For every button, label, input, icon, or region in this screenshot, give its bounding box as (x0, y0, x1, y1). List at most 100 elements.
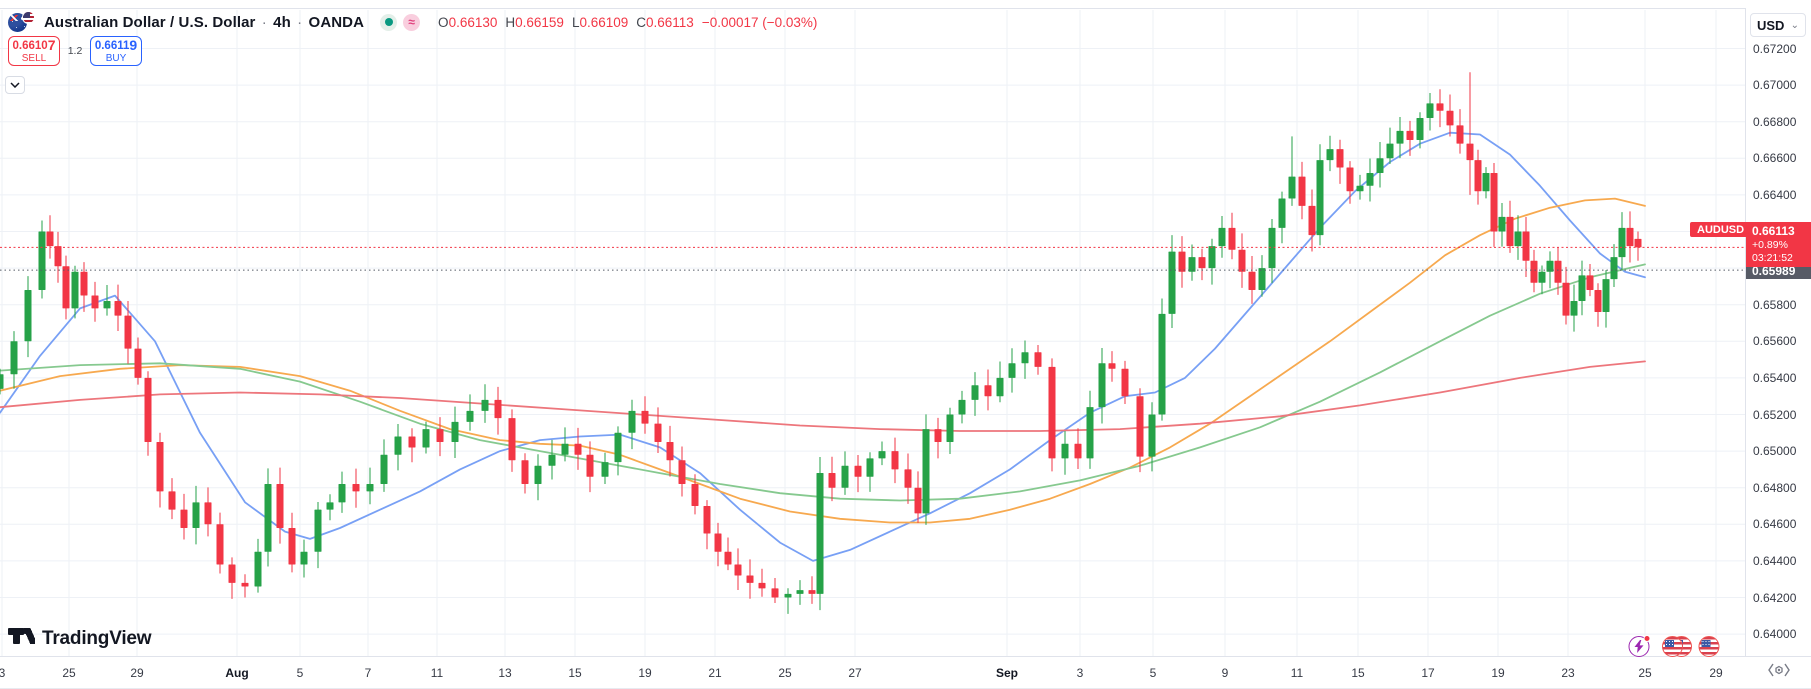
axis-settings-icon[interactable] (1768, 663, 1790, 682)
us-flag-icon (1698, 636, 1720, 657)
time-axis-label: 11 (430, 666, 444, 680)
candle-up (1168, 251, 1176, 314)
candle-down (180, 509, 188, 528)
candle-down (508, 418, 516, 461)
candle-up (561, 443, 569, 455)
time-axis[interactable]: 3 25 29 Aug 5 7 11 13 15 19 21 25 27 Sep 3 5 9 11 15 17 19 23… (0, 656, 1811, 689)
tradingview-logo-icon (8, 628, 35, 650)
market-open-icon[interactable] (380, 13, 398, 31)
ohlc-values: O0.66130 H0.66159 L0.66109 C0.66113 −0.0… (438, 15, 817, 30)
candle-down (934, 429, 942, 442)
us-economic-event-pair-icon[interactable] (1662, 636, 1692, 657)
candle-up (1578, 275, 1586, 302)
candle-up (466, 410, 474, 422)
last-price-value: 0.66113 (1752, 224, 1795, 239)
separator: · (261, 13, 267, 31)
candle-down (914, 487, 922, 514)
candle-down (1308, 205, 1316, 236)
delayed-data-icon[interactable]: ≈ (403, 13, 421, 31)
candle-up (1278, 198, 1286, 228)
time-axis-month-label: Sep (995, 666, 1019, 680)
candle-down (1198, 257, 1206, 269)
candle-up (481, 399, 489, 411)
close-value: 0.66113 (646, 14, 694, 30)
pane-top-border (0, 8, 1811, 9)
price-axis-label: 0.64000 (1753, 627, 1797, 642)
candle-down (703, 506, 711, 534)
tradingview-logo[interactable]: TradingView (8, 628, 152, 650)
sell-button[interactable]: 0.66107 SELL (8, 36, 60, 66)
open-key: O (438, 14, 449, 30)
candle-up (878, 451, 886, 459)
price-axis-label: 0.65800 (1753, 297, 1797, 312)
candle-down (1336, 149, 1344, 168)
candle-down (1626, 227, 1634, 247)
buy-label: BUY (105, 52, 127, 64)
candle-down (1248, 271, 1256, 291)
candle-up (922, 429, 930, 514)
candle-down (828, 473, 836, 488)
candle-down (408, 436, 416, 448)
candle-down (1522, 231, 1530, 261)
candle-up (1546, 260, 1554, 272)
candle-down (144, 377, 152, 442)
candle-down (1406, 130, 1414, 140)
candle-down (734, 564, 742, 576)
time-axis-label: 25 (778, 666, 792, 680)
candle-down (288, 527, 296, 565)
buy-button[interactable]: 0.66119 BUY (90, 36, 142, 66)
market-status-icons: ≈ (380, 13, 421, 31)
candle-down (168, 491, 176, 510)
candle-up (1610, 257, 1618, 280)
candle-down (241, 582, 249, 587)
timeframe-label[interactable]: 4h (273, 13, 291, 31)
candle-down (204, 502, 212, 525)
symbol-price-pill: AUDUSD (1690, 222, 1752, 238)
candle-down (436, 429, 444, 442)
candle-up (24, 290, 32, 342)
candle-up (1008, 363, 1016, 378)
candle-up (996, 377, 1004, 397)
time-axis-label: 17 (1421, 666, 1435, 680)
candle-up (1258, 268, 1266, 291)
change-percent: +0.89% (1752, 239, 1788, 252)
sell-price-pip: 7 (47, 36, 56, 53)
candle-up (628, 410, 636, 433)
price-axis[interactable]: 0.67200 0.67000 0.66800 0.66600 0.66400 0.658… (1745, 8, 1811, 656)
candle-up (1288, 176, 1296, 199)
candle-down (808, 590, 816, 594)
time-axis-label: 25 (1638, 666, 1652, 680)
chart-plot-area[interactable] (0, 0, 1745, 656)
candle-down (1074, 443, 1082, 459)
candle-down (1594, 290, 1602, 313)
collapse-panel-button[interactable] (5, 76, 25, 94)
candle-down (91, 295, 99, 309)
symbol-title[interactable]: Australian Dollar / U.S. Dollar · 4h · O… (44, 14, 364, 31)
candle-down (276, 484, 284, 528)
candle-up (380, 454, 388, 485)
ma-slow-green (0, 263, 1646, 502)
economic-event-lightning-icon[interactable] (1628, 635, 1651, 657)
candle-down (1466, 143, 1474, 161)
us-economic-event-icon[interactable] (1698, 636, 1720, 657)
candle-up (1326, 149, 1334, 161)
candle-down (1108, 363, 1116, 369)
candle-up (0, 374, 4, 389)
ma-fast-blue (0, 131, 1646, 562)
candle-up (254, 551, 262, 587)
candle-down (1586, 275, 1594, 291)
candle-down (984, 385, 992, 397)
candle-down (62, 266, 70, 309)
currency-dropdown[interactable]: USD ⌄ (1750, 13, 1806, 37)
low-value: 0.66109 (579, 14, 629, 30)
candle-down (1048, 366, 1056, 459)
buy-price-pip: 9 (129, 36, 138, 53)
spread-value: 1.2 (67, 45, 83, 57)
price-axis-label: 0.64400 (1753, 553, 1797, 568)
last-price-label: 0.66113 +0.89% 03:21:52 (1746, 222, 1811, 267)
close-key: C (636, 14, 647, 30)
candle-down (216, 524, 224, 565)
candle-up (1376, 158, 1384, 173)
candle-up (1268, 227, 1276, 269)
